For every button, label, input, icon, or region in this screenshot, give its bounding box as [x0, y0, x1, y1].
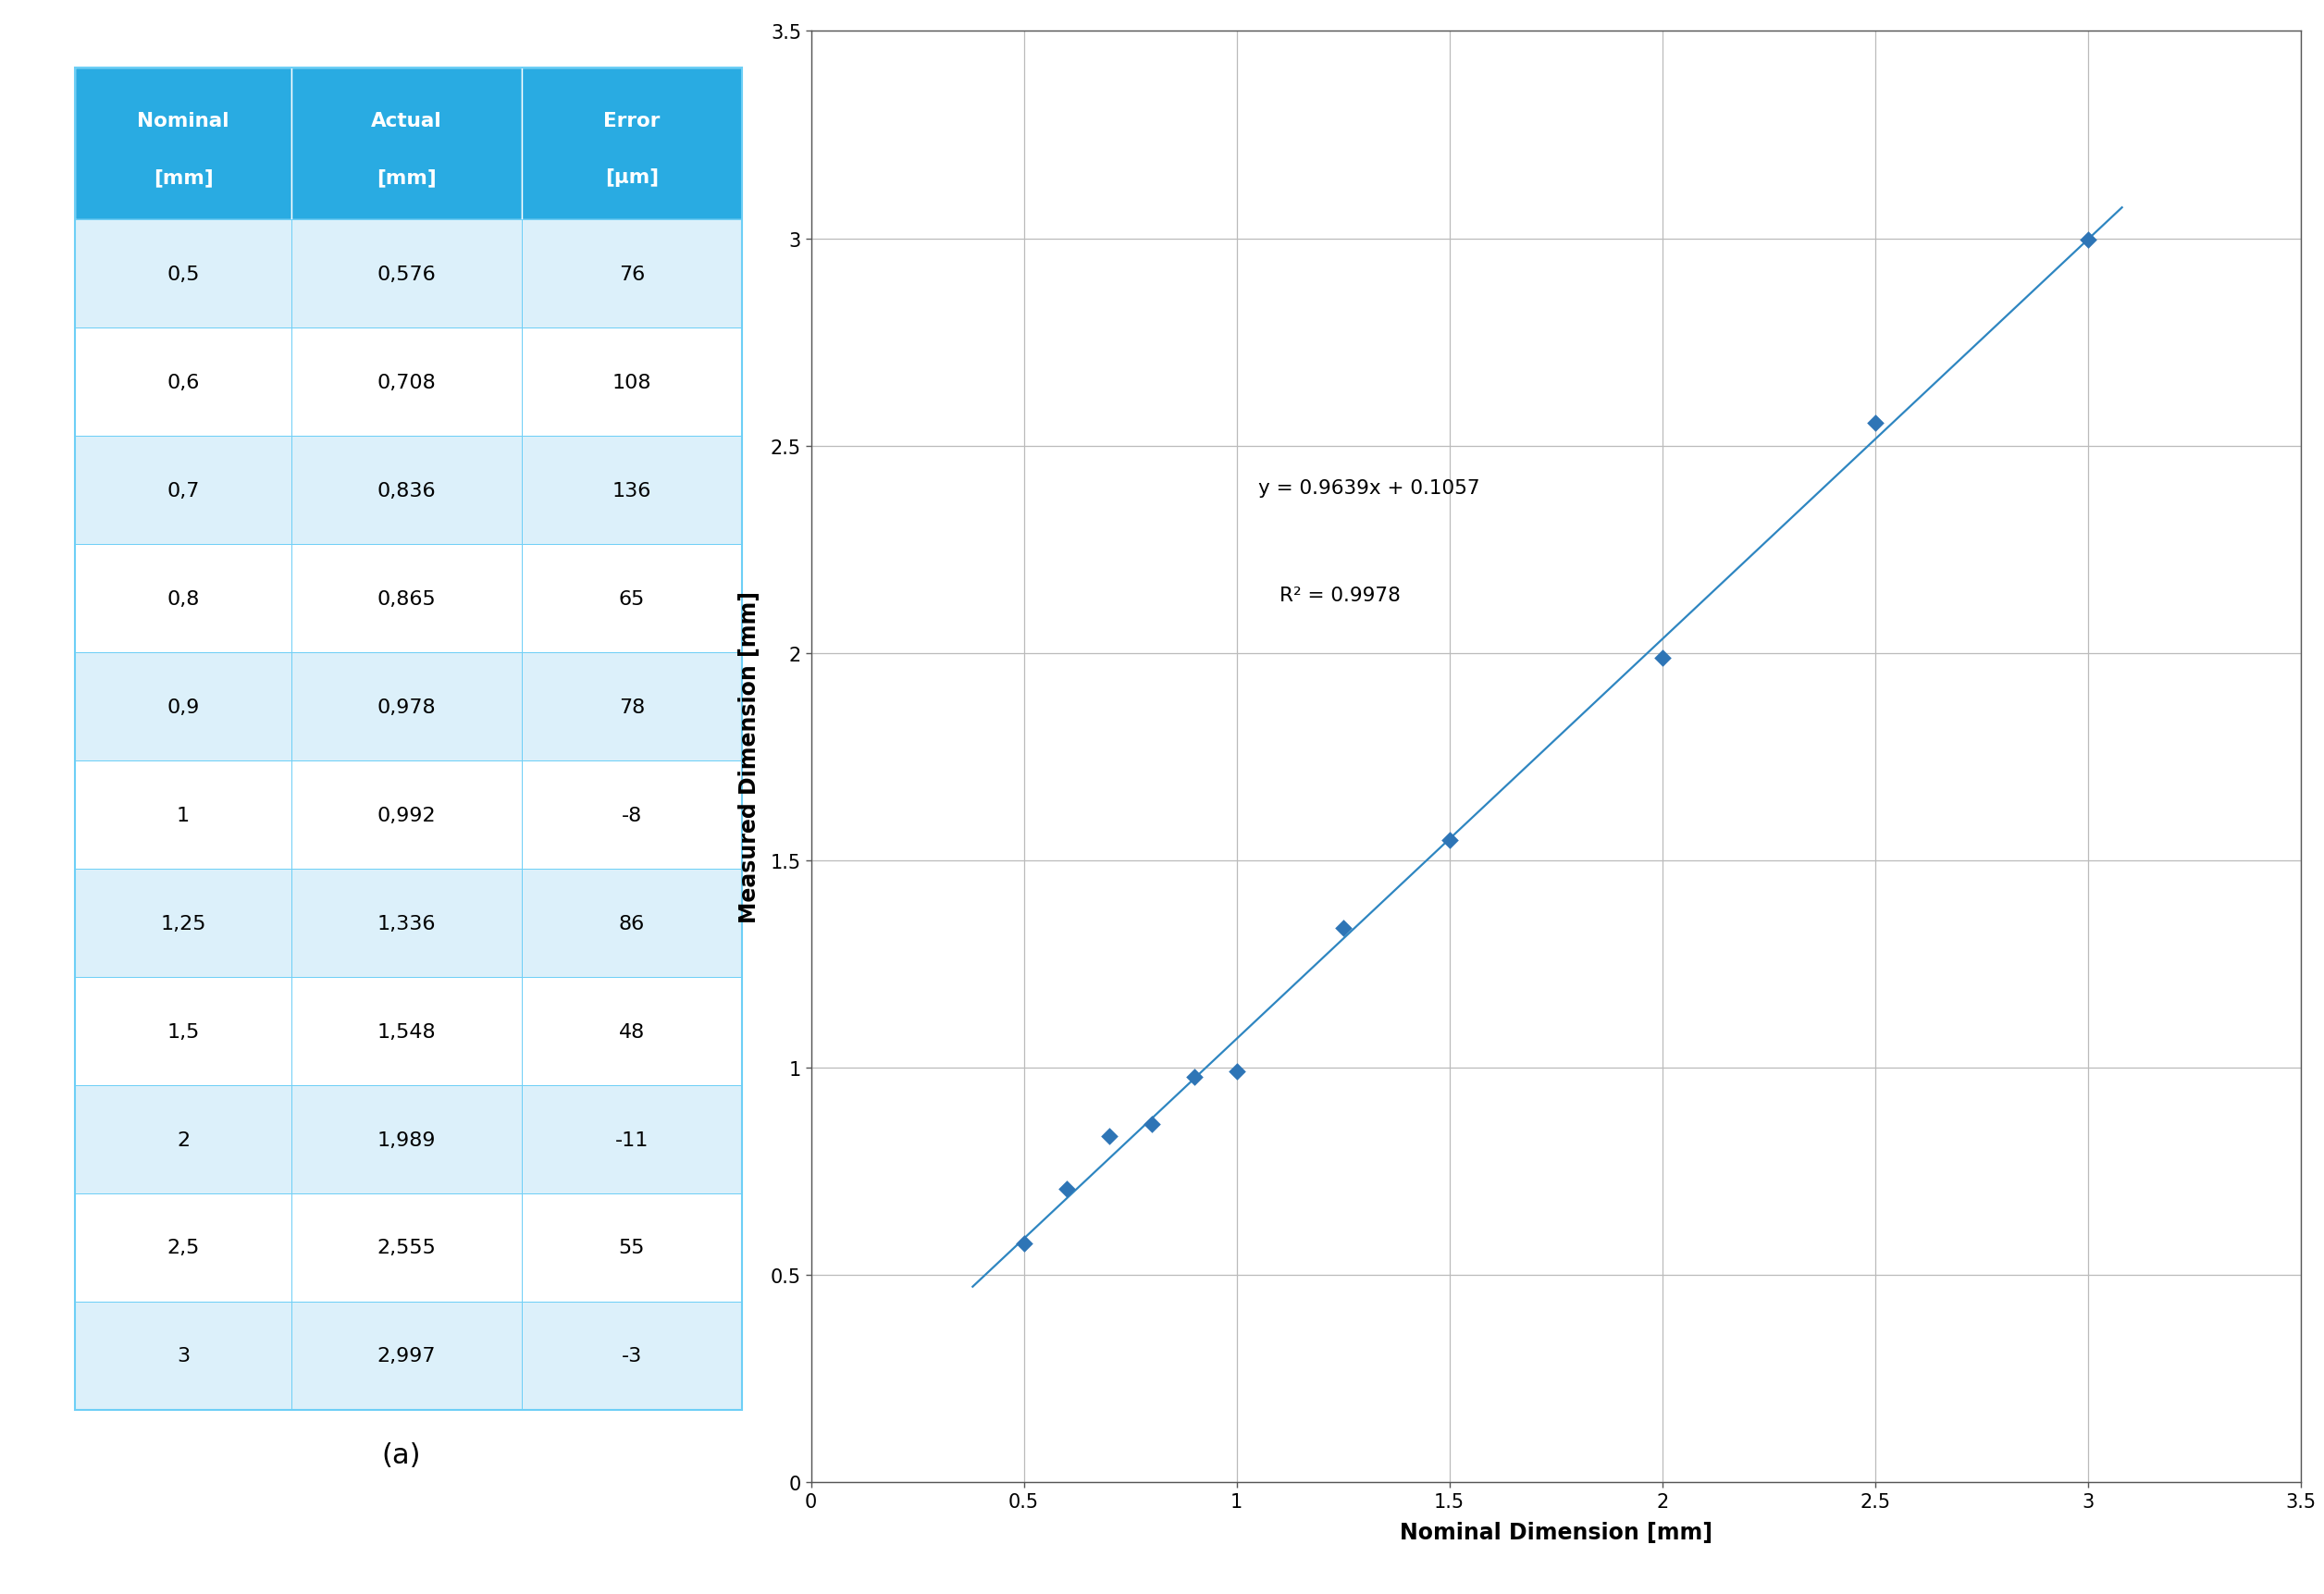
- FancyBboxPatch shape: [290, 1194, 521, 1302]
- FancyBboxPatch shape: [521, 1194, 741, 1302]
- Text: 1: 1: [177, 807, 191, 824]
- Text: 3: 3: [177, 1347, 191, 1364]
- FancyBboxPatch shape: [74, 869, 290, 977]
- Text: 0,5: 0,5: [167, 265, 200, 284]
- FancyBboxPatch shape: [521, 977, 741, 1086]
- Text: 1,989: 1,989: [376, 1130, 437, 1149]
- FancyBboxPatch shape: [74, 545, 290, 654]
- FancyBboxPatch shape: [74, 977, 290, 1086]
- Point: [1132, 1111, 1169, 1137]
- Point: [1857, 411, 1894, 437]
- Point: [1006, 1231, 1043, 1256]
- Text: 0,865: 0,865: [376, 590, 437, 609]
- Point: [1090, 1124, 1127, 1149]
- Text: 108: 108: [611, 373, 651, 392]
- Text: -3: -3: [621, 1347, 641, 1364]
- FancyBboxPatch shape: [74, 328, 290, 437]
- Text: 0,576: 0,576: [376, 265, 437, 284]
- Point: [1218, 1058, 1255, 1084]
- FancyBboxPatch shape: [290, 977, 521, 1086]
- FancyBboxPatch shape: [290, 328, 521, 437]
- Text: [μm]: [μm]: [604, 169, 658, 186]
- FancyBboxPatch shape: [290, 545, 521, 654]
- Text: 0,7: 0,7: [167, 481, 200, 501]
- Text: 1,5: 1,5: [167, 1022, 200, 1041]
- Text: Error: Error: [604, 112, 660, 131]
- Text: -11: -11: [616, 1130, 648, 1149]
- Text: y = 0.9639x + 0.1057: y = 0.9639x + 0.1057: [1257, 478, 1480, 497]
- FancyBboxPatch shape: [521, 654, 741, 760]
- Point: [1048, 1176, 1085, 1202]
- Y-axis label: Measured Dimension [mm]: Measured Dimension [mm]: [739, 591, 760, 923]
- Text: 76: 76: [618, 265, 644, 284]
- FancyBboxPatch shape: [74, 437, 290, 545]
- FancyBboxPatch shape: [290, 869, 521, 977]
- FancyBboxPatch shape: [290, 1302, 521, 1409]
- Text: 86: 86: [618, 913, 644, 932]
- Text: 65: 65: [618, 590, 644, 609]
- FancyBboxPatch shape: [521, 220, 741, 328]
- Text: 0,708: 0,708: [376, 373, 437, 392]
- FancyBboxPatch shape: [290, 760, 521, 869]
- FancyBboxPatch shape: [290, 1086, 521, 1194]
- Text: 0,836: 0,836: [376, 481, 437, 501]
- Text: 0,978: 0,978: [376, 698, 437, 716]
- Text: (a): (a): [381, 1441, 421, 1468]
- FancyBboxPatch shape: [74, 1086, 290, 1194]
- FancyBboxPatch shape: [521, 1086, 741, 1194]
- Text: 0,992: 0,992: [376, 807, 437, 824]
- FancyBboxPatch shape: [290, 654, 521, 760]
- Text: [mm]: [mm]: [153, 169, 214, 186]
- Text: 2,5: 2,5: [167, 1239, 200, 1258]
- FancyBboxPatch shape: [521, 69, 741, 220]
- Text: -8: -8: [621, 807, 641, 824]
- Text: 55: 55: [618, 1239, 644, 1258]
- Text: 78: 78: [618, 698, 644, 716]
- Text: R² = 0.9978: R² = 0.9978: [1278, 587, 1401, 604]
- Text: 2,997: 2,997: [376, 1347, 437, 1364]
- FancyBboxPatch shape: [521, 1302, 741, 1409]
- Point: [2068, 228, 2106, 253]
- FancyBboxPatch shape: [74, 220, 290, 328]
- Text: 2,555: 2,555: [376, 1239, 437, 1258]
- Text: Nominal: Nominal: [137, 112, 230, 131]
- FancyBboxPatch shape: [290, 69, 521, 220]
- FancyBboxPatch shape: [521, 328, 741, 437]
- Text: 1,336: 1,336: [376, 913, 437, 932]
- FancyBboxPatch shape: [290, 220, 521, 328]
- FancyBboxPatch shape: [74, 69, 290, 220]
- Text: Actual: Actual: [372, 112, 442, 131]
- Point: [1643, 646, 1680, 671]
- FancyBboxPatch shape: [521, 545, 741, 654]
- Text: 0,8: 0,8: [167, 590, 200, 609]
- FancyBboxPatch shape: [74, 1302, 290, 1409]
- FancyBboxPatch shape: [74, 1194, 290, 1302]
- FancyBboxPatch shape: [521, 869, 741, 977]
- FancyBboxPatch shape: [521, 437, 741, 545]
- FancyBboxPatch shape: [290, 437, 521, 545]
- Text: 1,25: 1,25: [160, 913, 207, 932]
- Text: 48: 48: [618, 1022, 644, 1041]
- Text: 2: 2: [177, 1130, 191, 1149]
- Text: 1,548: 1,548: [376, 1022, 437, 1041]
- Point: [1325, 917, 1362, 942]
- Text: [mm]: [mm]: [376, 169, 437, 186]
- X-axis label: Nominal Dimension [mm]: Nominal Dimension [mm]: [1399, 1521, 1713, 1543]
- Point: [1176, 1065, 1213, 1090]
- FancyBboxPatch shape: [521, 760, 741, 869]
- Point: [1432, 829, 1469, 854]
- FancyBboxPatch shape: [74, 760, 290, 869]
- Text: 136: 136: [611, 481, 651, 501]
- Text: 0,9: 0,9: [167, 698, 200, 716]
- Text: 0,6: 0,6: [167, 373, 200, 392]
- FancyBboxPatch shape: [74, 654, 290, 760]
